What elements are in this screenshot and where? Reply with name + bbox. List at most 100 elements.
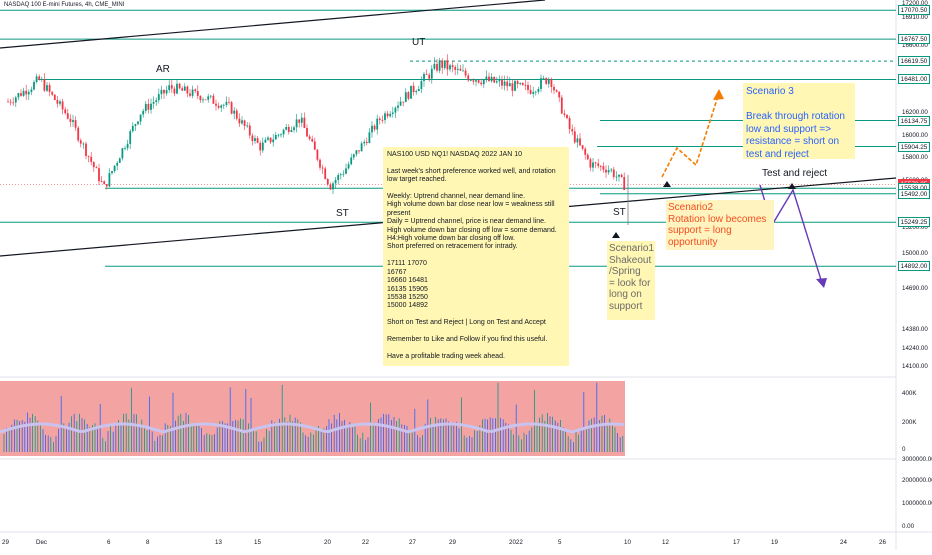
obv-tick-label: 1000000.00 <box>902 500 932 507</box>
candle-body <box>186 86 189 94</box>
candle-body <box>495 81 498 83</box>
candle-body <box>298 119 301 123</box>
candle-body <box>586 154 589 160</box>
candle-body <box>524 84 527 86</box>
candle-body <box>303 117 306 128</box>
candle-body <box>306 127 308 137</box>
candle-body <box>472 80 475 82</box>
candle-body <box>108 173 111 187</box>
x-tick-label: 24 <box>840 539 847 546</box>
y-tick-label: 14100.00 <box>902 363 928 370</box>
y-tick-label: 15000.00 <box>902 250 928 257</box>
candle-body <box>337 175 340 181</box>
price-tag-1: 16767.50 <box>898 34 930 45</box>
candle-body <box>56 100 59 104</box>
candle-body <box>183 86 186 91</box>
candle-body <box>173 88 176 94</box>
candle-body <box>116 162 119 166</box>
candle-body <box>264 139 267 143</box>
candle-body <box>355 150 358 155</box>
price-tag-2: 16619.50 <box>898 56 930 67</box>
candle-body <box>139 114 142 122</box>
candle-body <box>503 81 506 86</box>
candle-body <box>612 169 615 177</box>
candle-body <box>485 76 488 80</box>
candle-body <box>87 155 90 157</box>
candle-body <box>527 84 529 90</box>
candle-body <box>293 127 295 131</box>
candle-body <box>373 125 376 130</box>
x-tick-label: 27 <box>409 539 416 546</box>
y-tick-label: 14380.00 <box>902 326 928 333</box>
x-tick-label: 13 <box>215 539 222 546</box>
candle-body <box>274 134 277 140</box>
candle-body <box>27 91 30 95</box>
candle-body <box>378 118 381 120</box>
scenario-2-note[interactable]: Scenario2 Rotation low becomes support =… <box>666 200 774 250</box>
candle-body <box>295 119 298 128</box>
candle-body <box>85 143 87 156</box>
candle-body <box>329 184 332 190</box>
candle-body <box>38 76 41 80</box>
volume-pane <box>0 381 625 456</box>
candle-body <box>238 118 241 124</box>
candle-body <box>254 138 256 141</box>
scenario-1-note[interactable]: Scenario1 Shakeout /Spring = look for lo… <box>607 241 655 320</box>
candle-body <box>100 181 103 182</box>
marker-triangle-3 <box>612 232 620 238</box>
price-tag-8: 15492.00 <box>898 188 930 199</box>
candle-body <box>311 138 314 142</box>
upper-channel-line <box>0 0 546 49</box>
candle-body <box>90 156 93 162</box>
candle-body <box>202 99 204 101</box>
annotation-ut: UT <box>412 37 426 48</box>
candlesticks <box>7 54 626 195</box>
candle-body <box>350 157 353 165</box>
candle-body <box>550 78 553 87</box>
candle-body <box>537 88 540 92</box>
candle-body <box>217 105 220 108</box>
candle-body <box>368 132 371 143</box>
candle-body <box>610 169 613 171</box>
candle-body <box>451 65 454 68</box>
annotation-test-and-reject: Test and reject <box>762 168 828 179</box>
analysis-note[interactable]: NAS100 USD NQ1! NASDAQ 2022 JAN 10 Last … <box>383 147 569 366</box>
candle-body <box>66 113 69 119</box>
candle-body <box>168 85 171 90</box>
candle-body <box>618 174 620 177</box>
candle-body <box>399 101 402 106</box>
candle-body <box>410 85 412 99</box>
candle-body <box>365 141 368 143</box>
candle-body <box>493 76 496 83</box>
candle-body <box>542 78 545 79</box>
candle-body <box>501 79 503 86</box>
candle-body <box>17 93 20 98</box>
y-tick-label: 17200.00 <box>902 0 928 7</box>
candle-body <box>282 129 285 135</box>
candle-body <box>607 170 610 173</box>
price-tag-3: 16481.00 <box>898 74 930 85</box>
candle-body <box>9 101 12 103</box>
volume-tick-label: 400K <box>902 390 917 397</box>
candle-body <box>345 168 347 174</box>
candle-body <box>157 94 160 101</box>
candle-body <box>534 91 537 93</box>
candle-body <box>134 124 137 126</box>
candle-body <box>599 166 602 167</box>
volume-tick-label: 0 <box>902 446 906 453</box>
candle-body <box>480 82 483 85</box>
candle-body <box>126 143 129 149</box>
candle-body <box>230 102 233 114</box>
scenario-3-note[interactable]: Scenario 3 Break through rotation low an… <box>743 83 855 160</box>
candle-body <box>69 118 72 122</box>
x-tick-label: 2022 <box>509 539 523 546</box>
price-tag-0: 17070.50 <box>898 5 930 16</box>
candle-body <box>433 63 436 69</box>
y-tick-label: 16910.00 <box>902 14 928 21</box>
candle-body <box>82 143 85 145</box>
y-tick-label: 15200.00 <box>902 224 928 231</box>
candle-body <box>53 94 56 101</box>
candle-body <box>280 134 282 136</box>
candle-body <box>220 105 223 108</box>
candle-body <box>415 91 418 93</box>
